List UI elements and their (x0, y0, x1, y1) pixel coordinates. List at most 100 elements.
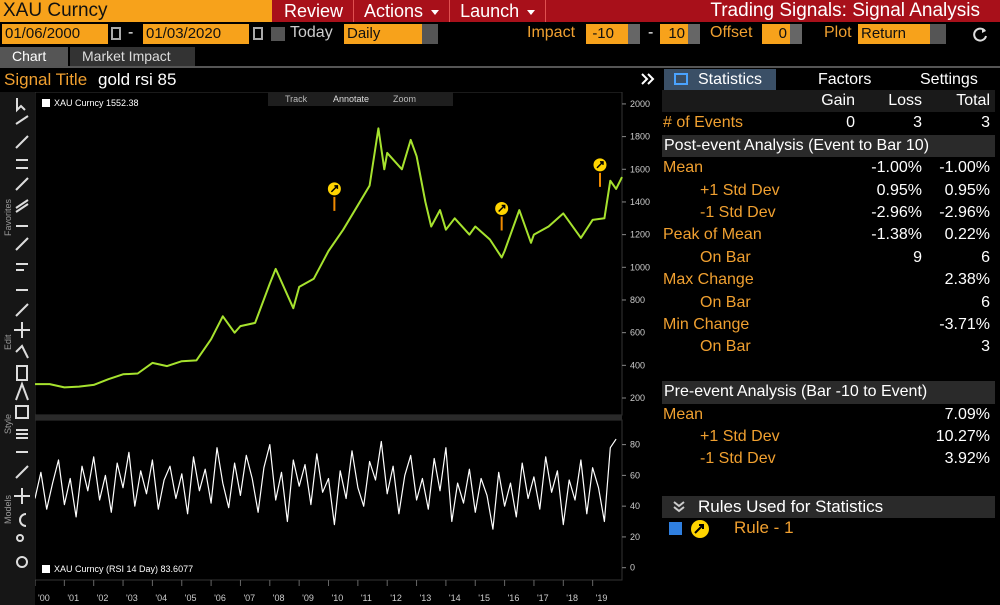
spinner[interactable] (628, 24, 640, 44)
y-tick-label: 600 (630, 328, 645, 338)
rule-name: Rule - 1 (734, 518, 794, 537)
tab-active[interactable]: Chart (0, 47, 68, 66)
stat-row: On Bar 6 (662, 292, 995, 314)
stat-row: Max Change 2.38% (662, 269, 995, 291)
spinner[interactable] (790, 24, 802, 44)
spinner[interactable] (688, 24, 700, 44)
end-date[interactable]: 01/03/2020 (143, 24, 249, 44)
tool[interactable]: Zoom (393, 94, 416, 104)
calendar-icon[interactable] (111, 27, 121, 40)
x-tick-label: '19 (596, 593, 608, 603)
dropdown-button[interactable] (422, 24, 438, 44)
stat-value: 9 (913, 248, 922, 266)
collapse-icon[interactable] (640, 72, 656, 86)
stat-row: +1 Std Dev 0.95% 0.95% (662, 180, 995, 202)
y-tick-label: 0 (630, 563, 635, 573)
stat-value: -1.38% (871, 226, 922, 244)
dropdown-arrow (527, 9, 536, 15)
tool[interactable]: Track (285, 94, 308, 104)
stat-row: Mean 7.09% (662, 404, 995, 426)
y-tick-label: 2000 (630, 99, 650, 109)
sidebar-label: Models (3, 494, 13, 524)
today-label: Today (290, 24, 333, 41)
signal-label: Signal Title (4, 70, 88, 89)
x-tick-label: '02 (97, 593, 109, 603)
period: Daily (347, 25, 381, 42)
stat-label: -1 Std Dev (700, 204, 776, 221)
stat-row: Min Change -3.71% (662, 314, 995, 336)
event-icon (330, 185, 339, 193)
stat-value: 7.09% (944, 405, 990, 423)
plot-dropdown[interactable]: Return (858, 24, 946, 44)
menu[interactable]: Actions (354, 0, 451, 22)
start-date[interactable]: 01/06/2000 (2, 24, 108, 44)
x-tick-label: '15 (478, 593, 490, 603)
stat-row: -1 Std Dev -2.96% -2.96% (662, 202, 995, 224)
y-tick-label: 80 (630, 440, 640, 450)
stat-value: 6 (981, 293, 990, 311)
panel-tab-active[interactable]: Statistics (664, 69, 776, 90)
x-tick-label: '11 (361, 593, 372, 603)
security[interactable]: XAU Curncy (0, 0, 272, 22)
rules-header[interactable]: Rules Used for Statistics (662, 496, 995, 518)
menu[interactable]: Review (274, 0, 355, 22)
x-tick-label: '08 (273, 593, 285, 603)
y-tick-label: 800 (630, 295, 645, 305)
stat-label: On Bar (700, 293, 751, 311)
calendar-icon[interactable] (253, 27, 263, 40)
y-tick-label: 1000 (630, 262, 650, 272)
x-tick-label: '09 (302, 593, 314, 603)
stat-row: Mean -1.00% -1.00% (662, 157, 995, 179)
stat-value: -2.96% (871, 204, 922, 221)
impact-to[interactable]: 10 (660, 24, 688, 44)
x-tick-label: '10 (332, 593, 344, 603)
y-tick-label: 1800 (630, 132, 650, 142)
rule-checkbox[interactable] (669, 522, 682, 535)
panel-tab[interactable]: Factors (818, 71, 872, 88)
checkbox[interactable] (271, 27, 285, 41)
dropdown-button[interactable] (930, 24, 946, 44)
x-tick-label: '05 (185, 593, 197, 603)
function-title: Trading Signals: Signal Analysis (710, 0, 980, 21)
refresh-icon[interactable] (972, 26, 988, 42)
stat-value: 0.95% (944, 181, 990, 199)
tool[interactable]: Annotate (333, 94, 369, 104)
legend: XAU Curncy (RSI 14 Day) 83.6077 (54, 564, 193, 574)
stat-value: 10.27% (935, 428, 990, 445)
y-tick-label: 40 (630, 501, 640, 511)
stat-value: 3 (981, 114, 990, 132)
menu[interactable]: Launch (450, 0, 547, 22)
x-tick-label: '14 (449, 593, 461, 603)
stat-label: -1 Std Dev (700, 450, 776, 468)
offset[interactable]: 0 (762, 24, 790, 44)
header-row: Gain Loss Total (662, 90, 995, 113)
legend-value: 83.6077 (161, 564, 194, 574)
stat-value: -1.00% (939, 159, 990, 177)
tab-rule (0, 66, 1000, 68)
period-dropdown[interactable]: Daily (344, 24, 438, 44)
x-tick-label: '00 (38, 593, 50, 603)
impact-from[interactable]: -10 (586, 24, 628, 44)
stat-label: Max Change (663, 271, 754, 289)
event-icon (596, 161, 604, 169)
price-plot (35, 92, 623, 416)
stat-value: 0.22% (944, 226, 990, 244)
stat-label: Min Change (663, 316, 750, 333)
impact-label: Impact (527, 24, 576, 41)
panel-tab[interactable]: Settings (920, 71, 978, 88)
stat-value: 3 (981, 338, 990, 356)
tab[interactable]: Market Impact (70, 47, 195, 66)
stat-value: -3.71% (939, 316, 990, 333)
stat-row: -1 Std Dev 3.92% (662, 448, 995, 470)
x-tick-label: '18 (566, 593, 578, 603)
x-tick-label: '03 (126, 593, 138, 603)
stat-value: 6 (981, 248, 990, 266)
x-tick-label: '13 (420, 593, 432, 603)
stat-row: # of Events 0 3 3 (662, 112, 995, 134)
column-header: Total (956, 92, 990, 109)
chart-toolbar (268, 92, 453, 106)
menu-label: Actions (364, 1, 424, 21)
stat-label: On Bar (700, 248, 751, 266)
sidebar-label: Edit (3, 334, 13, 350)
section-header: Pre-event Analysis (Bar -10 to Event) (662, 381, 995, 404)
